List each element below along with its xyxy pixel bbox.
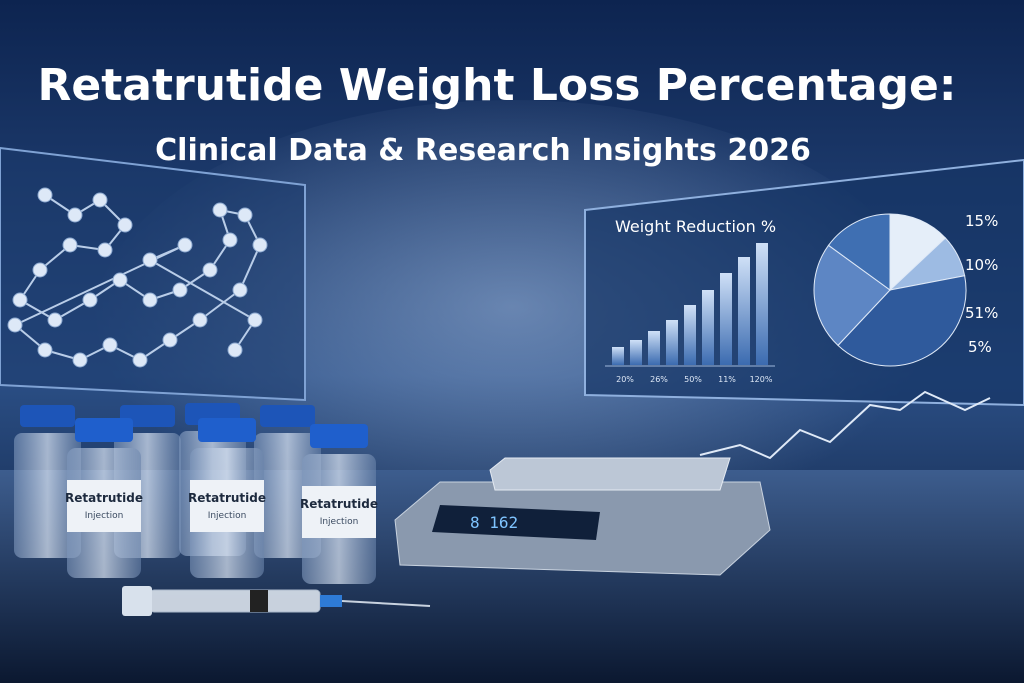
vial-name: Retatrutide [65, 491, 143, 505]
vial-cap [120, 405, 175, 427]
atom [222, 232, 238, 248]
bar [702, 290, 714, 365]
atom [67, 207, 83, 223]
bar [630, 340, 642, 365]
bar [756, 243, 768, 365]
scale-pan [489, 457, 731, 491]
atom [7, 317, 23, 333]
pie-slice [837, 275, 967, 367]
bar-graphic: 20% 26% 50% 11% 120% [605, 243, 775, 384]
atom [132, 352, 148, 368]
atom [37, 342, 53, 358]
vials: Retatrutide Injection Retatrutide Injection… [14, 403, 378, 584]
bar-label: 11% [718, 375, 736, 384]
atom [247, 312, 263, 328]
screen-title: Weight Reduction % [615, 217, 776, 236]
pie-label: 15% [965, 212, 998, 230]
atom [37, 187, 53, 203]
pie-slice [889, 213, 947, 292]
molecule [7, 187, 268, 368]
bar [666, 320, 678, 365]
bar [612, 347, 624, 365]
syringe [122, 586, 431, 616]
title: Retatrutide Weight Loss Percentage: [38, 60, 957, 111]
atom [92, 192, 108, 208]
atom [12, 292, 28, 308]
atom [72, 352, 88, 368]
vial-cap [198, 418, 256, 442]
bond [149, 259, 256, 321]
bar [738, 257, 750, 365]
vial-label [67, 480, 141, 532]
atom [212, 202, 228, 218]
scale-display: 8 162 [470, 513, 518, 532]
vial-label [190, 480, 264, 532]
pie-label: 10% [965, 256, 998, 274]
atom [172, 282, 188, 298]
pie-slice [827, 213, 891, 291]
subtitle: Clinical Data & Research Insights 2026 [155, 133, 811, 168]
trend-line [699, 390, 991, 460]
bond [239, 244, 261, 291]
atom [142, 292, 158, 308]
vial-cap [260, 405, 315, 427]
bar-label: 20% [616, 375, 634, 384]
atom [237, 207, 253, 223]
pie-label: 51% [965, 304, 998, 322]
atom [177, 237, 193, 253]
atom [227, 342, 243, 358]
scale-display-panel [432, 505, 600, 540]
atom [82, 292, 98, 308]
atom [252, 237, 268, 253]
vial-name: Retatrutide [188, 491, 266, 505]
atom [162, 332, 178, 348]
atom [62, 237, 78, 253]
pie-label: 5% [968, 338, 992, 356]
atom [32, 262, 48, 278]
bar-label: 120% [750, 375, 773, 384]
bar [720, 273, 732, 365]
vial-sub: Injection [208, 511, 247, 521]
vial-sub: Injection [85, 511, 124, 521]
vial-cap [310, 424, 368, 448]
vial-body [14, 433, 81, 558]
bar [648, 331, 660, 365]
atom [102, 337, 118, 353]
atom [97, 242, 113, 258]
atom [112, 272, 128, 288]
bar-label: 26% [650, 375, 668, 384]
atom [117, 217, 133, 233]
atom [142, 252, 158, 268]
atom [47, 312, 63, 328]
atom [232, 282, 248, 298]
bar-label: 50% [684, 375, 702, 384]
atom [202, 262, 218, 278]
bond [199, 289, 241, 321]
pie-graphic [813, 213, 967, 367]
vial-label [302, 486, 376, 538]
vial-sub: Injection [320, 517, 359, 527]
pie-slice [813, 244, 891, 347]
vial-name: Retatrutide [300, 497, 378, 511]
bar [684, 305, 696, 365]
vial-cap [20, 405, 75, 427]
atom [192, 312, 208, 328]
vial-cap [75, 418, 133, 442]
